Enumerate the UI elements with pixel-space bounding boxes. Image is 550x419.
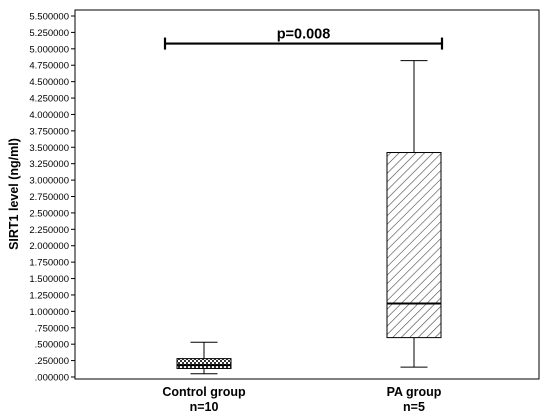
y-tick-label: 1.000000 (29, 307, 69, 318)
significance-label: p=0.008 (277, 27, 331, 43)
box-group (386, 60, 442, 368)
y-tick-label: 2.250000 (29, 225, 69, 236)
category-label: Control group (162, 385, 246, 399)
y-tick-label: 1.250000 (29, 290, 69, 301)
y-tick-label: .750000 (35, 323, 69, 334)
iqr-box (386, 152, 442, 339)
box-group (176, 341, 232, 375)
iqr-box (176, 358, 232, 369)
y-tick-label: 2.500000 (29, 208, 69, 219)
y-tick-label: .250000 (35, 356, 69, 367)
y-tick-label: 1.500000 (29, 274, 69, 285)
y-tick-label: 4.250000 (29, 94, 69, 105)
y-tick-label: 5.250000 (29, 28, 69, 39)
category-n-label: n=5 (403, 400, 425, 414)
y-tick-label: 2.000000 (29, 241, 69, 252)
y-tick-label: 4.750000 (29, 61, 69, 72)
y-tick-label: 4.500000 (29, 77, 69, 88)
y-tick-label: .000000 (35, 373, 69, 384)
y-tick-label: .500000 (35, 340, 69, 351)
boxes (176, 60, 442, 375)
y-tick-label: 4.000000 (29, 110, 69, 121)
y-tick-label: 3.750000 (29, 126, 69, 137)
y-tick-label: 3.000000 (29, 176, 69, 187)
y-tick-label: 3.250000 (29, 159, 69, 170)
plot-area (74, 9, 540, 380)
y-axis: .000000 .250000 .500000 .750000 1.000000 1.25… (29, 12, 75, 384)
y-tick-label: 1.750000 (29, 258, 69, 269)
category-n-label: n=10 (190, 400, 219, 414)
y-axis-title: SIRT1 level (ng/ml) (7, 138, 21, 250)
significance-bracket: p=0.008 (163, 27, 444, 50)
y-tick-label: 3.500000 (29, 143, 69, 154)
y-tick-label: 2.750000 (29, 192, 69, 203)
y-tick-label: 5.000000 (29, 44, 69, 55)
category-label: PA group (387, 385, 442, 399)
y-tick-label: 5.500000 (29, 12, 69, 23)
